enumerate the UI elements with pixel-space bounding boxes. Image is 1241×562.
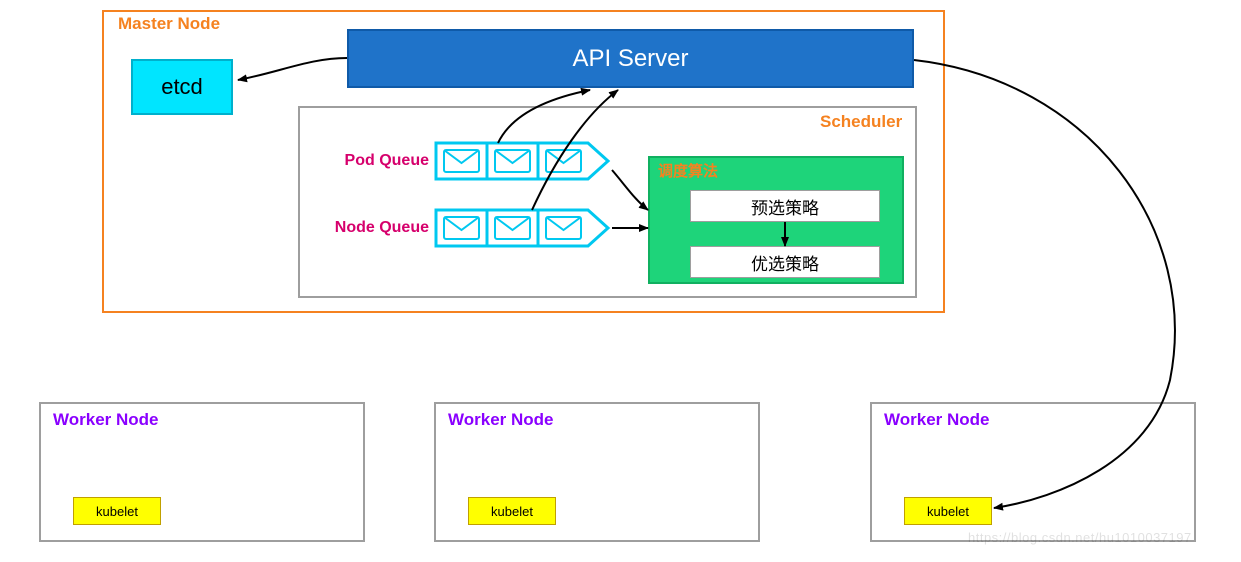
master-node-label: Master Node (118, 14, 220, 34)
priority-policy-box: 优选策略 (690, 246, 880, 278)
kubelet-box-1: kubelet (73, 497, 161, 525)
worker-node-label-2: Worker Node (448, 410, 554, 430)
etcd-box: etcd (131, 59, 233, 115)
kubelet-label-2: kubelet (491, 504, 533, 519)
worker-node-label-1: Worker Node (53, 410, 159, 430)
predicate-policy-label: 预选策略 (751, 194, 819, 219)
worker-node-label-3: Worker Node (884, 410, 990, 430)
etcd-label: etcd (161, 74, 203, 100)
kubelet-label-3: kubelet (927, 504, 969, 519)
watermark-text: https://blog.csdn.net/hu1010037197 (968, 530, 1192, 545)
kubelet-box-2: kubelet (468, 497, 556, 525)
predicate-policy-box: 预选策略 (690, 190, 880, 222)
kubelet-box-3: kubelet (904, 497, 992, 525)
node-queue-label: Node Queue (304, 219, 429, 237)
api-server-label: API Server (572, 45, 688, 73)
api-server-box: API Server (347, 29, 914, 88)
kubelet-label-1: kubelet (96, 504, 138, 519)
scheduler-label: Scheduler (820, 112, 902, 132)
scheduling-algo-label: 调度算法 (658, 160, 718, 181)
priority-policy-label: 优选策略 (751, 250, 819, 275)
pod-queue-label: Pod Queue (304, 152, 429, 170)
